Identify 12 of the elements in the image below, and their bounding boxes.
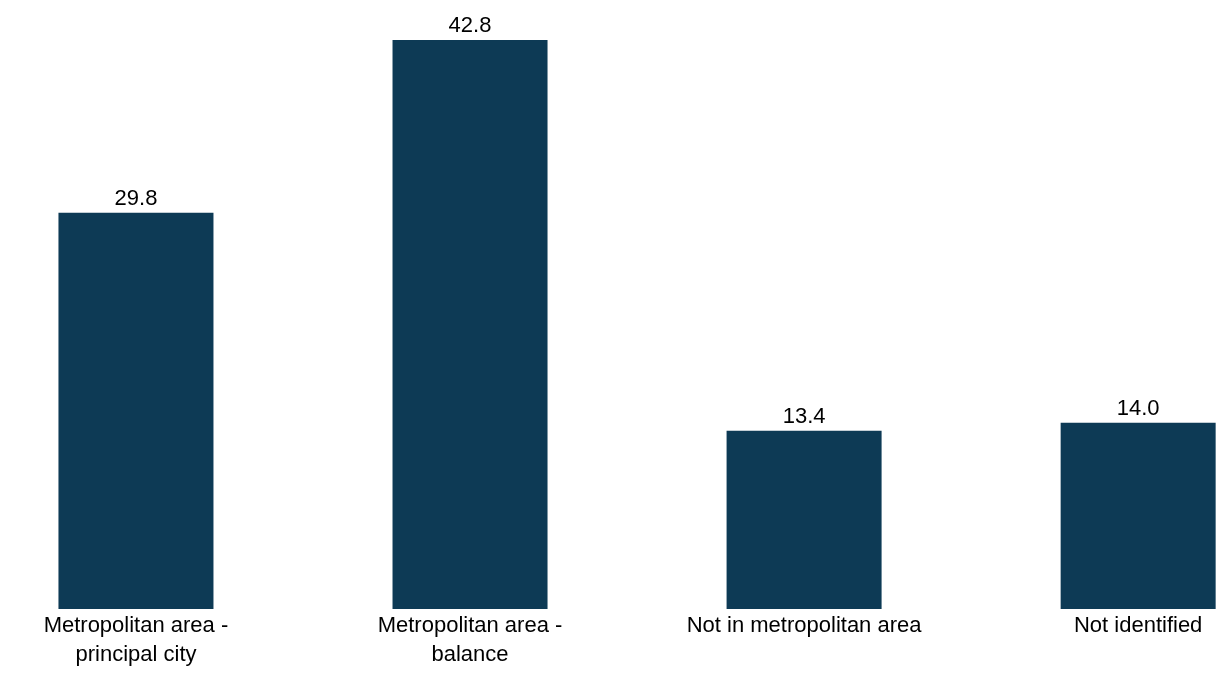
x-tick-label: Not identified (1073, 612, 1203, 637)
bar (1060, 422, 1216, 609)
x-tick-label: Metropolitan area - balance (377, 612, 563, 666)
x-tick-label: Not in metropolitan area (686, 612, 923, 637)
bar (58, 212, 214, 609)
data-label: 42.8 (448, 11, 492, 37)
bar (392, 39, 548, 609)
data-label: 14.0 (1116, 394, 1160, 420)
data-label: 29.8 (114, 184, 158, 210)
x-tick-label: Metropolitan area - principal city (43, 612, 229, 666)
bar (726, 430, 882, 609)
data-label: 13.4 (782, 402, 826, 428)
